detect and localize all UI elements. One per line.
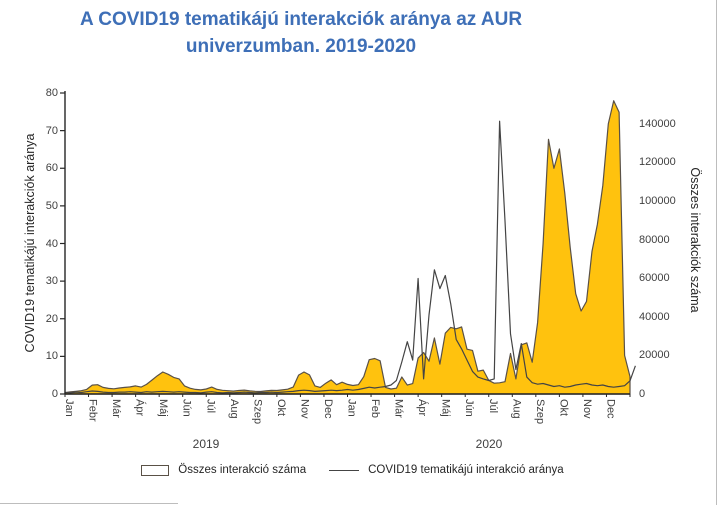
right-axis-tick-label: 100000 xyxy=(639,195,676,208)
chart-title-line2: univerzumban. 2019-2020 xyxy=(185,35,417,57)
x-axis-month-label: Júl xyxy=(486,399,499,414)
x-axis-month-label: Okt xyxy=(557,399,570,417)
legend: Összes interakció száma COVID19 tematiká… xyxy=(0,464,719,476)
x-axis-month-label: Jan xyxy=(345,399,358,417)
left-axis-tick-label: 50 xyxy=(45,199,58,212)
x-axis-month-label: Aug xyxy=(227,399,240,419)
x-axis-month-label: Már xyxy=(392,399,405,418)
x-axis-month-label: Szep xyxy=(251,399,264,425)
chart-title: A COVID19 tematikájú interakciók aránya … xyxy=(40,7,562,60)
right-axis-tick-label: 20000 xyxy=(639,349,670,362)
x-axis-month-label: Nov xyxy=(298,399,311,419)
left-axis-tick-label: 30 xyxy=(45,275,58,288)
right-axis-tick-label: 80000 xyxy=(639,233,670,246)
right-axis-tick-label: 140000 xyxy=(639,117,676,130)
right-axis-tick-label: 60000 xyxy=(639,272,670,285)
x-axis-month-label: Febr xyxy=(86,399,99,422)
x-axis-month-label: Dec xyxy=(321,399,334,419)
year-label-2020: 2020 xyxy=(475,437,503,451)
line-series-covid-ratio xyxy=(64,120,636,394)
x-axis-month-label: Okt xyxy=(274,399,287,417)
legend-area-label: Összes interakció száma xyxy=(178,464,307,476)
left-axis-tick-label: 40 xyxy=(45,237,58,250)
screenshot-bottom-border xyxy=(0,503,178,504)
x-axis-month-label: Jún xyxy=(180,399,193,417)
x-axis-month-label: Nov xyxy=(580,399,593,419)
left-axis-tick-label: 60 xyxy=(45,162,58,175)
right-axis-tick-label: 120000 xyxy=(639,156,676,169)
right-axis-title: Összes interakciók száma xyxy=(688,167,702,313)
x-axis-month-label: Máj xyxy=(439,399,452,417)
x-axis-month-label: Máj xyxy=(157,399,170,417)
left-axis-tick-label: 0 xyxy=(51,388,58,400)
x-axis-month-label: Ápr xyxy=(133,399,146,417)
x-axis-month-label: Jún xyxy=(463,399,476,417)
x-axis-month-label: Már xyxy=(110,399,123,418)
x-axis-month-label: Dec xyxy=(604,399,617,419)
area-series-total-interactions xyxy=(64,100,631,395)
x-axis-month-label: Ápr xyxy=(416,399,429,417)
left-axis-tick-label: 70 xyxy=(45,124,58,137)
x-axis-month-label: Feb xyxy=(369,399,382,418)
left-axis-tick-label: 20 xyxy=(45,312,58,325)
right-axis-tick-label: 40000 xyxy=(639,310,670,323)
left-axis-tick-label: 80 xyxy=(45,87,58,99)
x-axis-month-label: Aug xyxy=(510,399,523,419)
year-label-2019: 2019 xyxy=(192,437,220,451)
chart-title-line1: A COVID19 tematikájú interakciók aránya … xyxy=(79,9,523,30)
legend-line-label: COVID19 tematikájú interakció aránya xyxy=(368,464,564,476)
x-axis-month-label: Jan xyxy=(63,399,75,417)
left-axis-tick-label: 10 xyxy=(45,350,58,363)
legend-line-swatch-icon xyxy=(329,469,360,471)
x-axis-month-label: Júl xyxy=(204,399,217,414)
right-axis-tick-label: 0 xyxy=(639,388,646,400)
x-axis-month-label: Szep xyxy=(533,399,546,425)
screenshot-right-border xyxy=(716,0,717,505)
legend-area-swatch-icon xyxy=(141,464,170,476)
